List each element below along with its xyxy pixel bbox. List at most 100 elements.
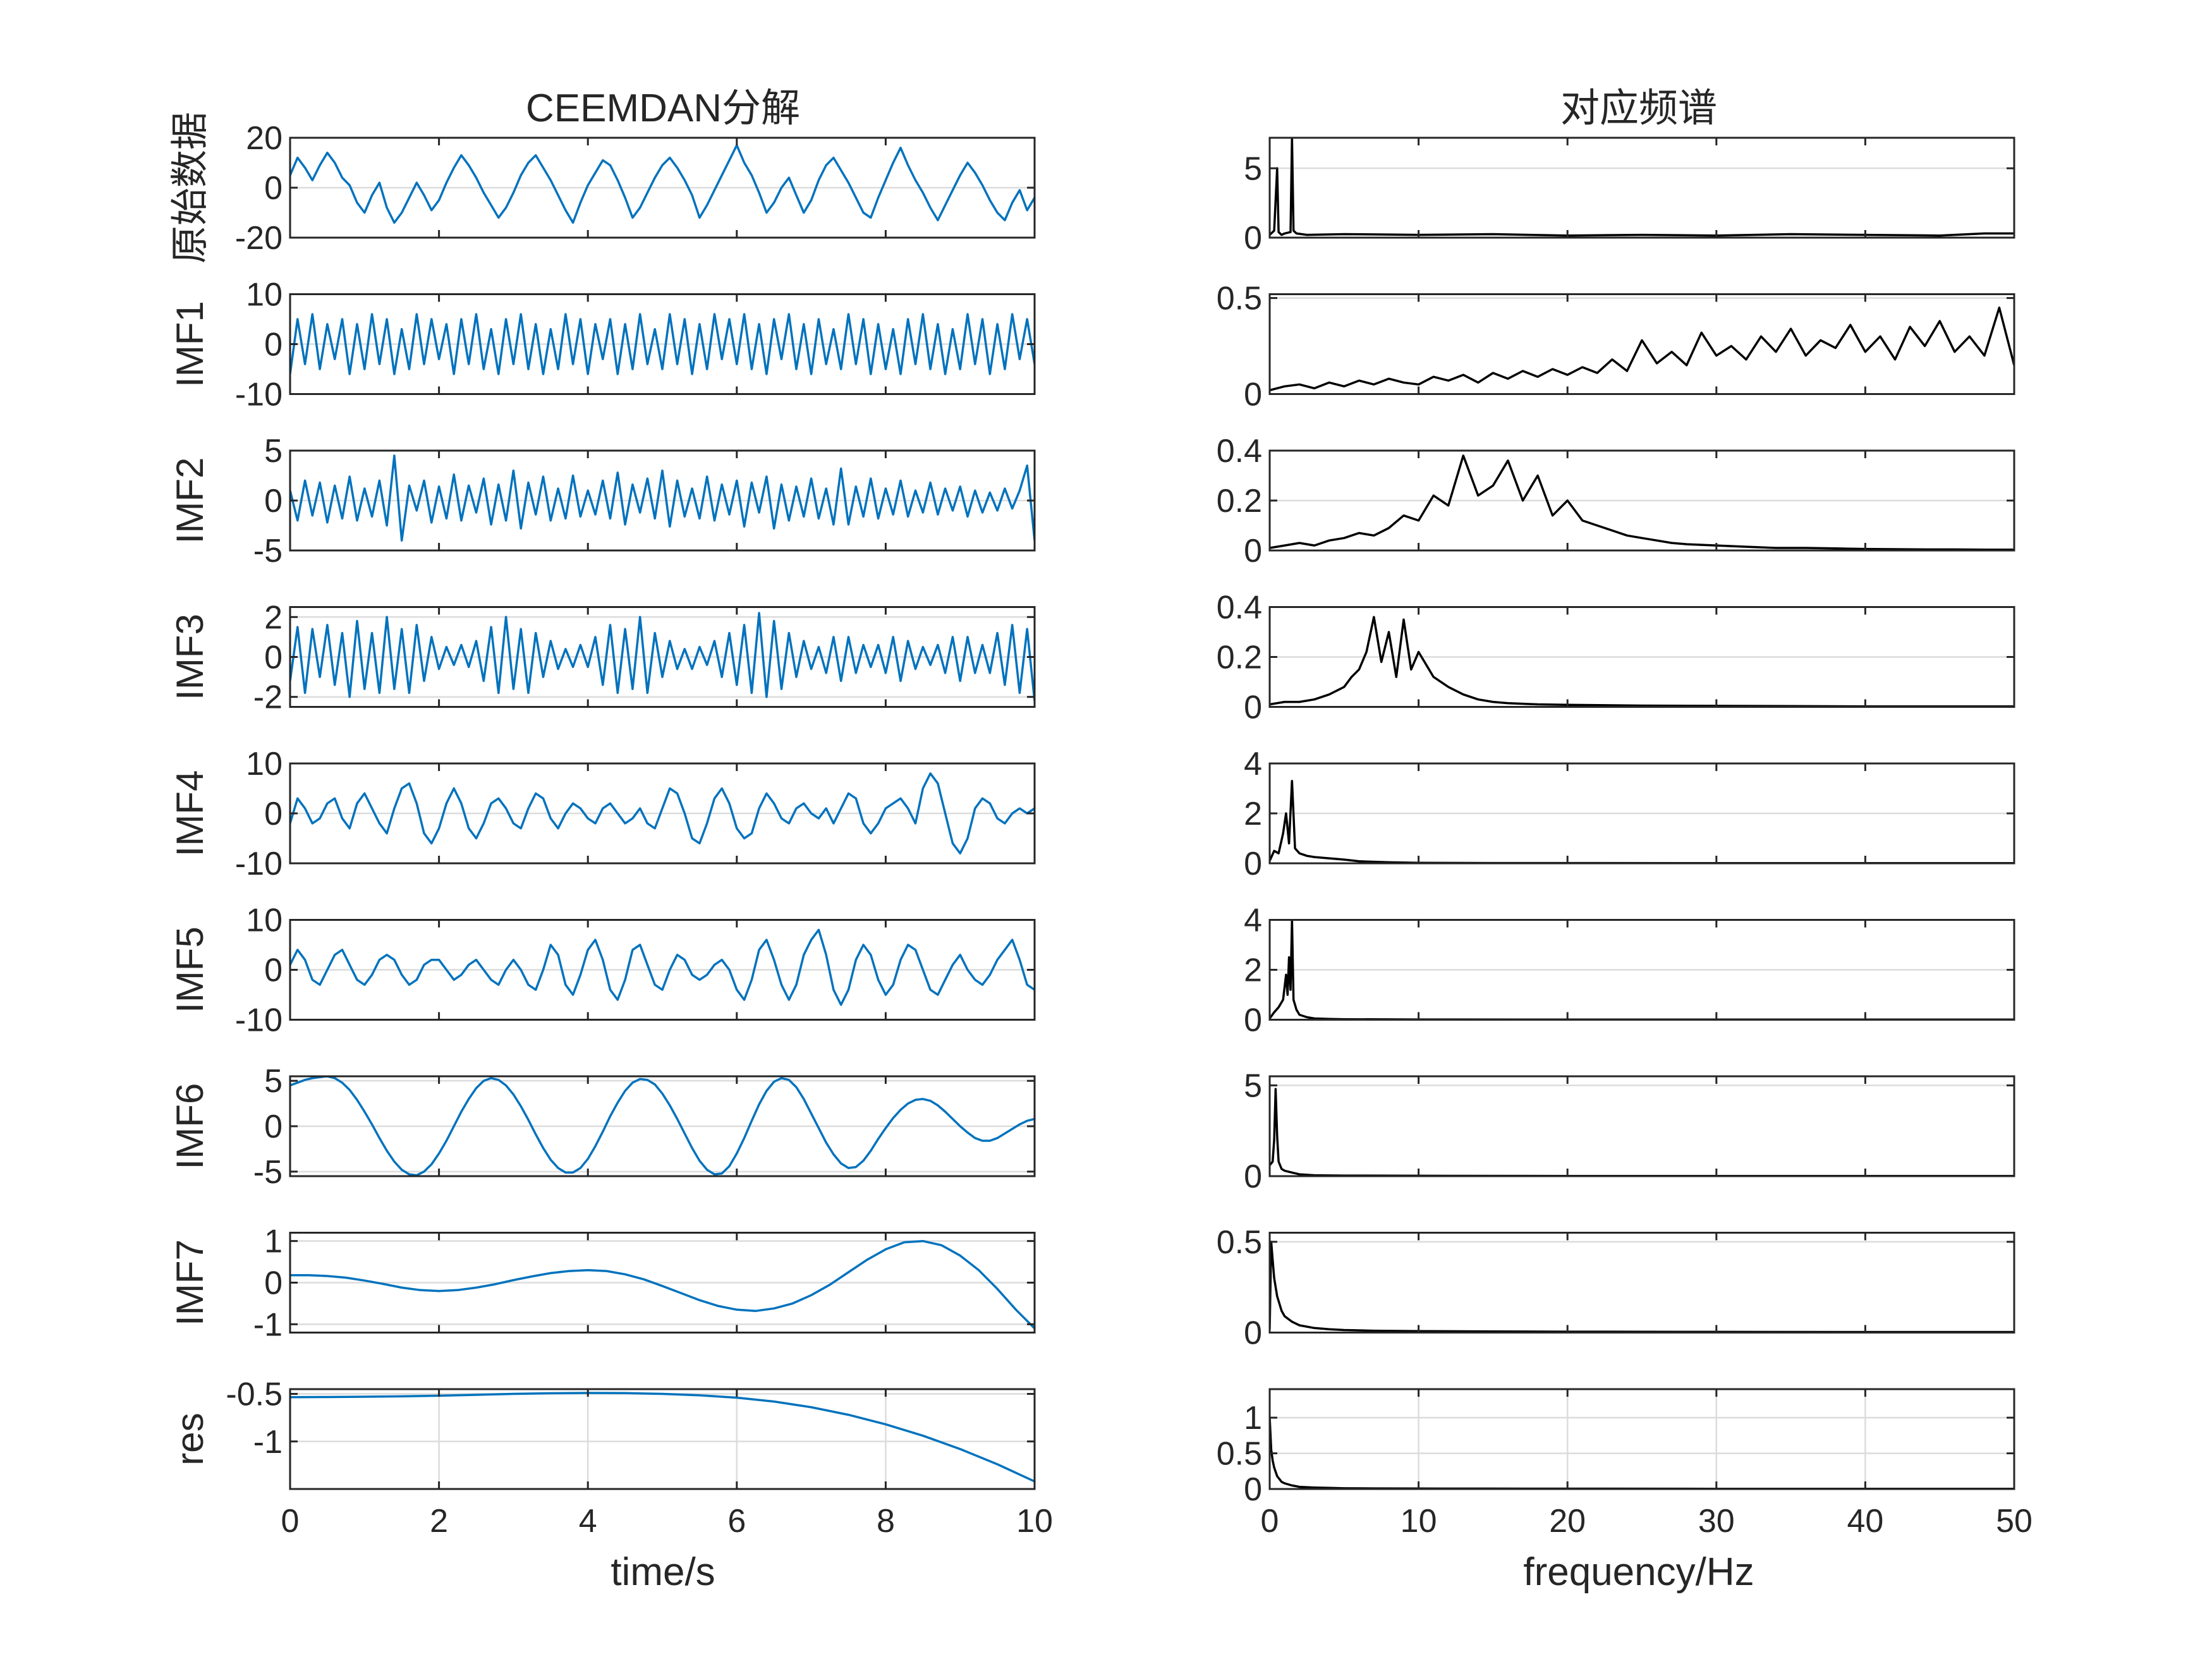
left-y-tick-label: 10 — [246, 277, 283, 313]
left-y-axis-label: IMF6 — [169, 1083, 211, 1170]
left-y-tick-label: -5 — [253, 1154, 283, 1191]
right-series-line — [1270, 454, 2014, 550]
right-subplot-7: 50 — [1244, 1067, 2015, 1195]
left-y-axis-label: IMF1 — [169, 301, 211, 387]
left-axes-background — [290, 1389, 1035, 1489]
left-y-tick-label: -10 — [235, 377, 283, 413]
right-subplot-9: 10.500 10 20 30 40 50 — [1217, 1388, 2033, 1540]
left-y-axis-label: IMF3 — [169, 614, 211, 700]
left-y-tick-label: 0 — [264, 483, 283, 520]
left-x-tick-label: 4 — [579, 1503, 597, 1540]
left-x-tick-label: 10 — [1016, 1503, 1053, 1540]
left-x-tick-label: 2 — [430, 1503, 448, 1540]
left-subplot-2: 10 0 -10 IMF1 — [169, 277, 1036, 413]
right-y-tick-label: 5 — [1244, 1067, 1262, 1104]
right-y-tick-label: 4 — [1244, 746, 1262, 782]
left-y-tick-label: 2 — [264, 599, 283, 636]
right-axes-background — [1270, 1232, 2014, 1333]
right-y-tick-label: 1 — [1244, 1400, 1262, 1437]
left-subplot-6: 10 0 -10 IMF5 — [169, 902, 1036, 1039]
right-y-tick-label: 0 — [1244, 1002, 1262, 1039]
left-y-axis-label: IMF2 — [169, 458, 211, 544]
right-series-line — [1270, 138, 2014, 237]
left-subplot-9: -0.5 -1 0 2 4 6 8 10 res — [169, 1376, 1053, 1540]
right-y-tick-label: 0 — [1244, 220, 1262, 257]
right-subplot-1: 50 — [1244, 137, 2015, 257]
left-series-line — [290, 1392, 1035, 1483]
left-y-tick-label: 0 — [264, 1109, 283, 1145]
left-x-axis-label: time/s — [611, 1550, 715, 1594]
left-x-tick-label: 6 — [727, 1503, 746, 1540]
left-y-tick-label: -2 — [253, 679, 283, 716]
left-series-line — [290, 1076, 1035, 1176]
left-y-axis-label: IMF7 — [169, 1239, 211, 1326]
right-y-tick-label: 0 — [1244, 533, 1262, 569]
right-y-tick-label: 0.2 — [1217, 483, 1262, 520]
left-y-axis-label: res — [169, 1413, 211, 1465]
left-y-tick-label: -5 — [253, 533, 283, 569]
right-axes-background — [1270, 138, 2014, 238]
left-y-tick-label: 5 — [264, 1063, 283, 1100]
right-subplot-5: 4 2 0 — [1244, 746, 2015, 882]
left-y-tick-label: 20 — [246, 120, 283, 157]
left-x-tick-label: 0 — [281, 1503, 300, 1540]
left-y-tick-label: 10 — [246, 746, 283, 782]
left-subplot-5: 10 0 -10 IMF4 — [169, 746, 1036, 882]
right-axes-background — [1270, 1076, 2014, 1176]
left-series-line — [290, 612, 1035, 702]
right-subplot-4: 0.4 0.2 0 — [1217, 590, 2015, 726]
left-y-tick-label: -0.5 — [226, 1376, 283, 1413]
left-y-tick-label: 0 — [264, 952, 283, 989]
left-subplot-3: 5 0 -5 IMF2 — [169, 433, 1036, 569]
right-axes-background — [1270, 294, 2014, 394]
right-x-tick-label: 30 — [1698, 1503, 1735, 1540]
right-y-tick-label: 0 — [1244, 846, 1262, 882]
right-x-tick-label: 0 — [1261, 1503, 1279, 1540]
left-series-line — [290, 928, 1035, 1006]
left-y-axis-label: IMF4 — [169, 770, 211, 857]
right-series-line — [1270, 616, 2014, 707]
right-y-tick-label: 2 — [1244, 796, 1262, 832]
left-y-tick-label: 10 — [246, 902, 283, 939]
left-y-tick-label: 0 — [264, 170, 283, 207]
left-subplot-7: 5 0 -5 IMF6 — [169, 1063, 1036, 1191]
left-y-tick-label: 5 — [264, 433, 283, 470]
right-y-tick-label: 0 — [1244, 377, 1262, 413]
left-y-tick-label: -10 — [235, 846, 283, 882]
left-y-tick-label: -20 — [235, 220, 283, 257]
right-axes-background — [1270, 1389, 2014, 1489]
right-subplot-8: 0.50 — [1217, 1224, 2015, 1352]
right-axes-frame — [1268, 1075, 2015, 1177]
right-y-tick-label: 0.5 — [1217, 1436, 1262, 1473]
left-series-line — [290, 144, 1035, 224]
right-y-tick-label: 0 — [1244, 1158, 1262, 1195]
left-y-tick-label: 1 — [264, 1224, 283, 1260]
left-subplot-8: 1 0 -1 IMF7 — [169, 1224, 1036, 1343]
left-x-tick-label: 8 — [877, 1503, 895, 1540]
right-y-tick-label: 0.4 — [1217, 590, 1262, 626]
right-y-tick-label: 2 — [1244, 952, 1262, 989]
left-y-axis-label: 原始数据 — [169, 112, 211, 264]
left-axes-frame — [289, 1388, 1036, 1490]
right-y-tick-label: 0 — [1244, 1471, 1262, 1508]
left-y-tick-label: -1 — [253, 1424, 283, 1461]
left-subplot-1: 20 0 -20 原始数据 — [169, 112, 1036, 264]
left-y-tick-label: 0 — [264, 640, 283, 676]
right-y-tick-label: 4 — [1244, 902, 1262, 939]
left-series-line — [290, 313, 1035, 375]
right-column-title: 对应频谱 — [1560, 87, 1717, 130]
right-axes-frame — [1268, 293, 2015, 395]
right-y-tick-label: 5 — [1244, 150, 1262, 187]
right-subplot-2: 0.50 — [1217, 281, 2015, 413]
left-y-tick-label: -1 — [253, 1306, 283, 1343]
left-y-tick-label: -10 — [235, 1002, 283, 1039]
left-y-axis-label: IMF5 — [169, 927, 211, 1013]
right-x-tick-label: 50 — [1996, 1503, 2033, 1540]
right-y-tick-label: 0.5 — [1217, 1224, 1262, 1261]
right-y-tick-label: 0.4 — [1217, 433, 1262, 470]
left-series-line — [290, 1239, 1035, 1330]
right-y-tick-label: 0.2 — [1217, 640, 1262, 676]
right-subplot-6: 4 2 0 — [1244, 902, 2015, 1039]
right-y-tick-label: 0.5 — [1217, 281, 1262, 317]
